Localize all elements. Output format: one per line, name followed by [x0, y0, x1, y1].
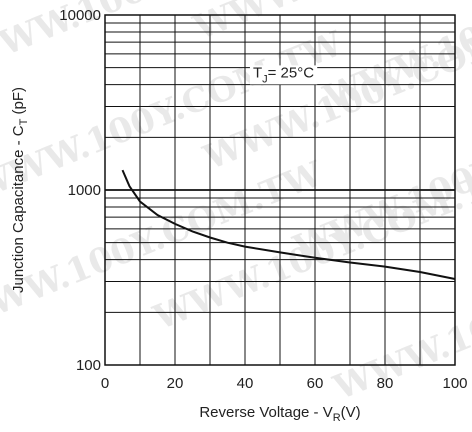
y-axis-label: Junction Capacitance - CT (pF) [10, 87, 30, 293]
x-tick-label: 40 [237, 375, 254, 392]
temperature-annotation: TJ= 25°C [249, 64, 318, 85]
y-tick-labels: 100 1000 10000 [59, 7, 101, 374]
x-tick-label: 0 [101, 375, 109, 392]
grid-lines [105, 15, 455, 365]
x-tick-label: 80 [377, 375, 394, 392]
watermark-layer: WWW.100Y.COM.TWWWW.100Y.COM.TWWWW.100Y.C… [0, 0, 472, 409]
y-tick-label: 100 [76, 357, 101, 374]
y-tick-label: 10000 [59, 7, 101, 24]
x-tick-label: 60 [307, 375, 324, 392]
capacitance-curve [121, 169, 456, 280]
plot-frame [104, 14, 456, 366]
x-tick-label: 100 [442, 375, 467, 392]
x-tick-label: 20 [167, 375, 184, 392]
temperature-label: TJ= 25°C [253, 64, 314, 85]
y-tick-label: 1000 [68, 182, 101, 199]
x-axis-label: Reverse Voltage - VR(V) [199, 404, 360, 424]
x-tick-labels: 0 20 40 60 80 100 [101, 375, 468, 392]
